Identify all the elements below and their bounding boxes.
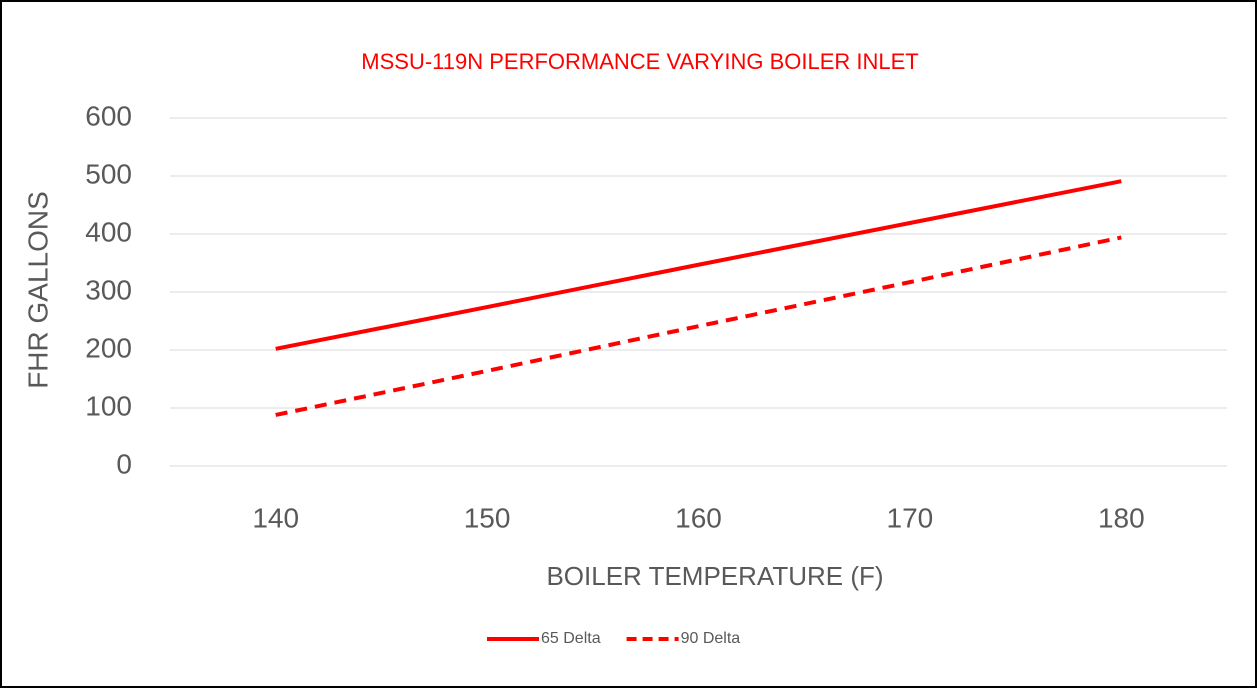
y-tick-label: 500 <box>85 158 132 189</box>
legend-label: 90 Delta <box>681 630 741 647</box>
x-tick-label: 170 <box>887 502 934 533</box>
x-tick-label: 180 <box>1098 502 1145 533</box>
chart-title: MSSU-119N PERFORMANCE VARYING BOILER INL… <box>361 49 918 74</box>
series-line <box>275 179 1122 351</box>
legend-label: 65 Delta <box>541 630 601 647</box>
x-tick-label: 160 <box>675 502 722 533</box>
y-tick-label: 600 <box>85 100 132 131</box>
series-line <box>275 235 1122 417</box>
x-tick-label: 140 <box>252 502 299 533</box>
x-axis-title: BOILER TEMPERATURE (F) <box>546 561 883 591</box>
y-tick-label: 0 <box>116 448 132 479</box>
y-tick-label: 400 <box>85 216 132 247</box>
y-tick-label: 300 <box>85 274 132 305</box>
y-axis-title: FHR GALLONS <box>22 191 53 389</box>
x-tick-label: 150 <box>464 502 511 533</box>
y-tick-label: 200 <box>85 332 132 363</box>
y-tick-label: 100 <box>85 390 132 421</box>
